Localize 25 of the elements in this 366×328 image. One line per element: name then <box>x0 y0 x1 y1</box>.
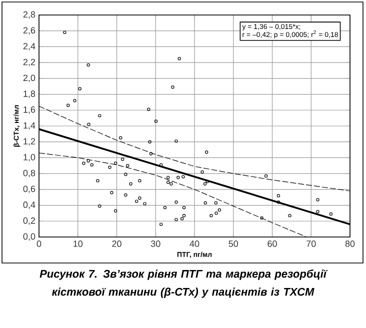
y-tick-label: 0,0 <box>23 233 36 241</box>
x-tick-label: 60 <box>268 240 277 247</box>
x-tick-label: 10 <box>74 240 83 247</box>
y-tick-label: 2,2 <box>23 58 36 66</box>
text: Рисунок 7. Зв’язок рівня ПТГ та маркера резорбції кісткової тканини (β-СТх) у пацієнтів із ТХСМ <box>40 270 328 298</box>
x-tick-label: 20 <box>112 240 122 247</box>
y-tick-label: 2,4 <box>23 42 36 50</box>
x-tick-label: 80 <box>345 240 355 247</box>
y-tick-label: 0,4 <box>23 202 36 209</box>
y-tick-label: 2,6 <box>23 27 36 35</box>
x-tick-label: 40 <box>190 240 200 247</box>
y-tick-label: 1,4 <box>24 122 36 130</box>
y-tick-label: 1,2 <box>24 138 36 146</box>
x-tick-label: 50 <box>228 240 238 247</box>
x-tick-label: 30 <box>150 240 160 247</box>
x-tick-label: 0 <box>36 240 42 247</box>
x-tick-label: 70 <box>306 240 316 247</box>
y-tick-label: 0,6 <box>23 186 36 194</box>
y-tick-label: 2,8 <box>23 11 36 19</box>
y-tick-label: 1,0 <box>24 154 36 162</box>
y-tick-label: 0,8 <box>23 170 36 178</box>
y-tick-label: 1,6 <box>24 106 36 114</box>
y-tick-label: 2,0 <box>23 74 36 82</box>
y-tick-label: 0,2 <box>23 217 36 225</box>
y-tick-label: 1,8 <box>24 90 36 98</box>
